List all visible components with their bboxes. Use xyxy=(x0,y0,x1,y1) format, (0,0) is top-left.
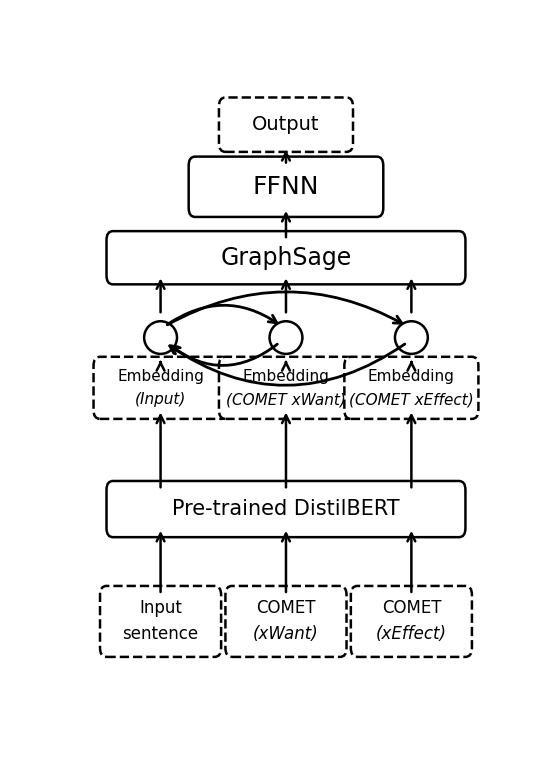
FancyBboxPatch shape xyxy=(351,586,472,657)
Text: (xEffect): (xEffect) xyxy=(376,625,447,644)
Text: Pre-trained DistilBERT: Pre-trained DistilBERT xyxy=(172,499,400,519)
Text: (COMET xEffect): (COMET xEffect) xyxy=(349,392,474,407)
Text: sentence: sentence xyxy=(123,625,199,644)
FancyBboxPatch shape xyxy=(107,231,465,284)
Text: COMET: COMET xyxy=(256,599,316,617)
FancyBboxPatch shape xyxy=(219,98,353,152)
FancyBboxPatch shape xyxy=(344,357,478,419)
Text: (xWant): (xWant) xyxy=(253,625,319,644)
Text: (Input): (Input) xyxy=(135,392,186,407)
FancyBboxPatch shape xyxy=(107,481,465,537)
FancyBboxPatch shape xyxy=(225,586,347,657)
Text: Input: Input xyxy=(139,599,182,617)
Text: GraphSage: GraphSage xyxy=(220,246,352,270)
Text: (COMET ​xWant): (COMET ​xWant) xyxy=(226,392,346,407)
FancyBboxPatch shape xyxy=(94,357,228,419)
FancyBboxPatch shape xyxy=(100,586,221,657)
Text: Embedding: Embedding xyxy=(368,369,455,383)
Text: Embedding: Embedding xyxy=(117,369,204,383)
Text: COMET: COMET xyxy=(382,599,441,617)
FancyBboxPatch shape xyxy=(219,357,353,419)
Text: Embedding: Embedding xyxy=(243,369,329,383)
FancyBboxPatch shape xyxy=(189,157,383,217)
Text: FFNN: FFNN xyxy=(253,175,319,199)
Text: Output: Output xyxy=(252,115,320,134)
